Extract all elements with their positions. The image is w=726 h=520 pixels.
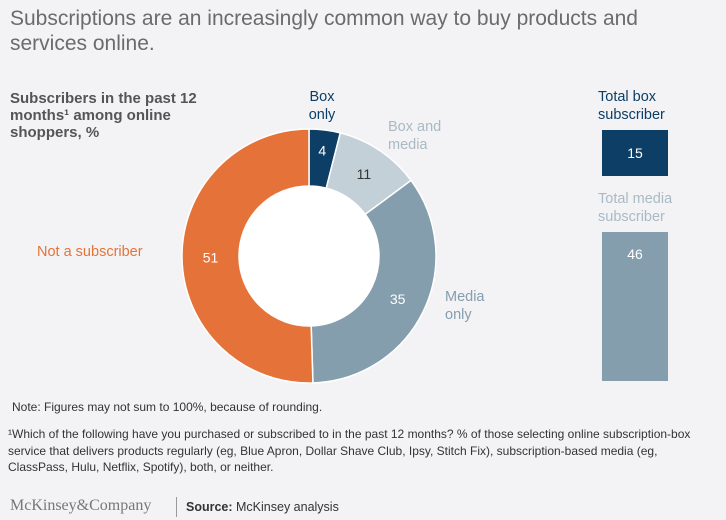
footnote: ¹Which of the following have you purchas… <box>8 427 691 474</box>
bar-label-media: Total media subscriber <box>598 191 673 225</box>
label-not-subscriber: Not a subscriber <box>37 244 143 260</box>
bar-value-box: 15 <box>627 145 643 161</box>
chart-title: Subscriptions are an increasingly common… <box>10 7 638 55</box>
bar-media: 46 <box>602 232 668 381</box>
label-media-only: Media only <box>445 289 485 323</box>
source-label: Source: <box>186 500 233 514</box>
bar-label-box: Total box subscriber <box>598 89 665 123</box>
chart-subtitle: Subscribers in the past 12 months¹ among… <box>10 90 197 141</box>
slice-value: 35 <box>390 291 406 307</box>
slice-value: 11 <box>357 166 372 182</box>
bar-value-media: 46 <box>627 246 643 262</box>
label-box-only: Box only <box>308 89 336 123</box>
bar-box: 15 <box>602 130 668 176</box>
label-box-and-media: Box and media <box>388 119 442 153</box>
slice-value: 51 <box>203 250 219 266</box>
donut-hole <box>239 186 379 326</box>
divider <box>176 497 177 517</box>
note: Note: Figures may not sum to 100%, becau… <box>12 400 323 414</box>
mckinsey-logo: McKinsey&Company <box>10 497 152 514</box>
slice-value: 4 <box>318 142 326 158</box>
source-text: McKinsey analysis <box>232 500 339 514</box>
donut-chart: 4 11 35 51 <box>181 128 437 384</box>
source: Source: McKinsey analysis <box>186 500 339 514</box>
